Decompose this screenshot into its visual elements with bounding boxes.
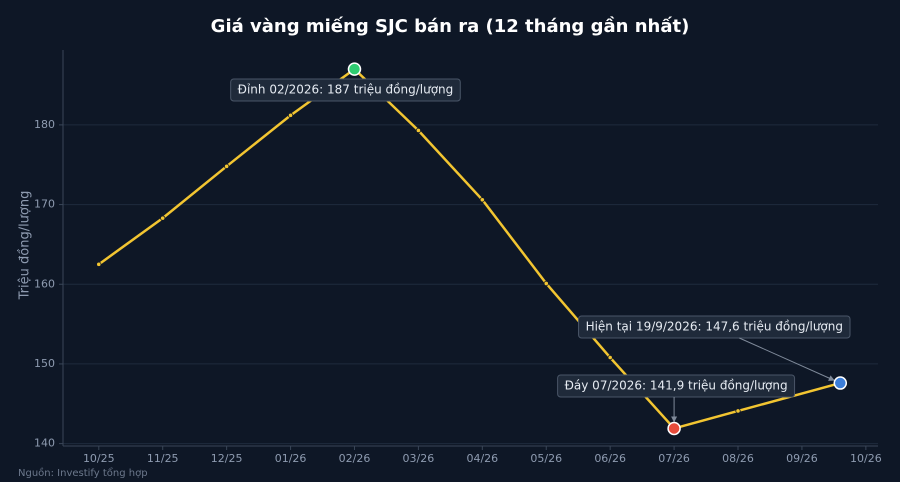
x-tick-label: 09/26 — [786, 452, 818, 465]
x-tick-label: 03/26 — [403, 452, 435, 465]
y-tick-label: 170 — [34, 198, 55, 211]
arrow-head — [671, 416, 678, 423]
annotation-box — [557, 374, 796, 398]
y-axis-label: Triệu đồng/lượng — [18, 191, 33, 301]
price-line — [98, 67, 841, 430]
annotation-box — [578, 315, 851, 339]
point — [224, 163, 230, 169]
x-tick-label: 10/26 — [850, 452, 882, 465]
y-tick-label: 140 — [34, 437, 55, 450]
highlight-marker — [667, 421, 681, 436]
annotation-text: Hiện tại 19/9/2026: 147,6 triệu đồng/lượ… — [586, 320, 843, 334]
x-tick-label: 02/26 — [339, 452, 371, 465]
point — [415, 127, 422, 134]
annotation-box — [230, 78, 461, 102]
point — [479, 197, 485, 203]
annotation-text: Đáy 07/2026: 141,9 triệu đồng/lượng — [565, 379, 788, 393]
x-tick-label: 11/25 — [147, 452, 179, 465]
y-tick-label: 180 — [34, 118, 55, 131]
point — [607, 354, 613, 361]
highlight-marker — [833, 376, 848, 390]
annotation: Đáy 07/2026: 141,9 triệu đồng/lượng — [557, 374, 796, 398]
point — [543, 280, 549, 287]
y-tick-label: 150 — [34, 357, 55, 370]
annotation-arrow — [739, 337, 836, 382]
arrow-head — [828, 375, 835, 381]
annotation: Đỉnh 02/2026: 187 triệu đồng/lượng — [230, 78, 461, 102]
highlight-marker — [347, 62, 362, 76]
x-tick-label: 01/26 — [275, 452, 307, 465]
x-tick-label: 08/26 — [722, 452, 754, 465]
point — [160, 215, 166, 221]
x-tick-label: 07/26 — [658, 452, 690, 465]
y-tick-label: 160 — [34, 277, 55, 290]
x-tick-label: 06/26 — [594, 452, 626, 465]
source-note: Nguồn: Investify tổng hợp — [18, 466, 148, 479]
chart-title: Giá vàng miếng SJC bán ra (12 tháng gần … — [211, 16, 690, 37]
annotation-text: Đỉnh 02/2026: 187 triệu đồng/lượng — [238, 83, 454, 97]
x-tick-label: 12/25 — [211, 452, 243, 465]
point — [96, 261, 102, 267]
x-tick-label: 10/25 — [83, 452, 115, 465]
x-tick-label: 05/26 — [530, 452, 562, 465]
annotation: Hiện tại 19/9/2026: 147,6 triệu đồng/lượ… — [578, 315, 851, 339]
x-tick-label: 04/26 — [466, 452, 498, 465]
point — [735, 408, 741, 414]
point — [287, 112, 294, 118]
